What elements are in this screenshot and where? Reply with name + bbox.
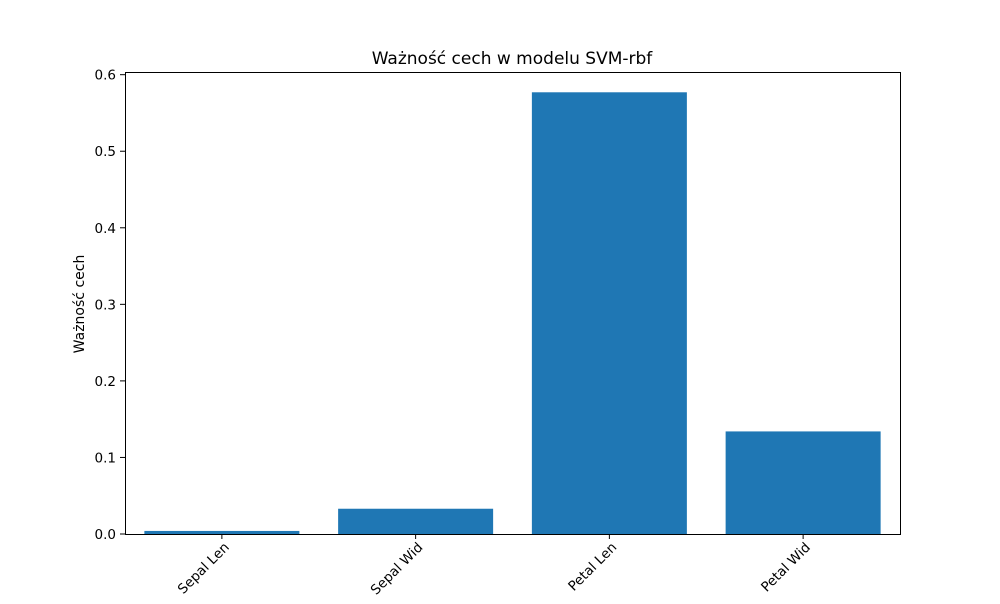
bar-sepal-wid [338,508,494,534]
y-tick-label: 0.0 [95,527,116,543]
x-tick-label: Sepal Wid [368,540,427,599]
y-tick-label: 0.5 [95,144,116,160]
y-tick-label: 0.1 [95,450,116,466]
y-axis-label: Ważność cech [72,255,88,354]
plot-area-frame [125,72,901,535]
y-tick-label: 0.3 [95,297,116,313]
x-tick-label: Sepal Len [175,540,233,598]
x-axis-ticks: Sepal Len Sepal Wid Petal Len Petal Wid [175,534,814,598]
bar-sepal-len [144,530,300,534]
bar-petal-len [531,92,687,535]
y-tick-label: 0.2 [95,374,116,390]
bars-layer [144,92,881,535]
y-tick-label: 0.4 [95,221,116,237]
y-tick-label: 0.6 [95,68,116,84]
y-axis-ticks: 0.0 0.1 0.2 0.3 0.4 0.5 0.6 [95,68,125,543]
x-tick-label: Petal Len [565,540,620,595]
x-tick-label: Petal Wid [758,540,814,596]
chart-title: Ważność cech w modelu SVM-rbf [372,49,654,69]
bar-petal-wid [725,431,881,534]
